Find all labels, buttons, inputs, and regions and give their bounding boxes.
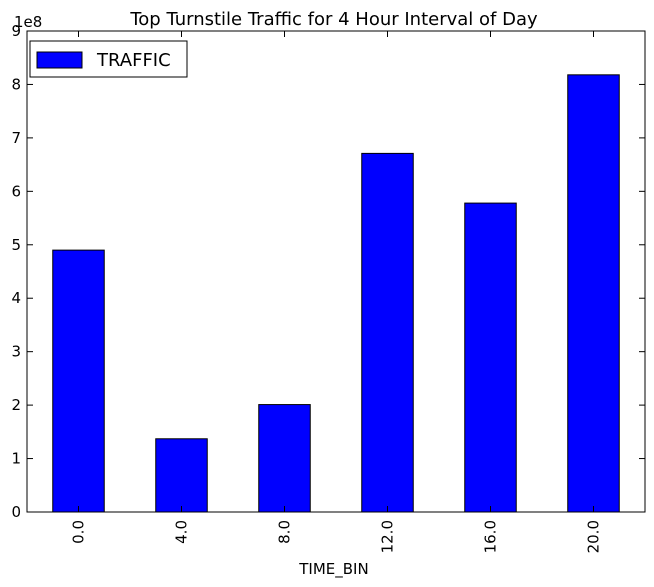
bar-16.0	[464, 202, 517, 513]
bar-12.0	[361, 152, 414, 513]
x-tick-label: 16.0	[482, 520, 500, 553]
bars-group	[52, 74, 620, 513]
y-tick-label: 4	[11, 289, 21, 307]
chart-title: Top Turnstile Traffic for 4 Hour Interva…	[129, 9, 538, 30]
x-tick-label: 4.0	[173, 520, 191, 544]
y-tick-label: 0	[11, 503, 21, 521]
legend: TRAFFIC	[29, 40, 188, 78]
x-axis-label: TIME_BIN	[298, 560, 368, 579]
y-tick-label: 2	[11, 396, 21, 414]
y-tick-label: 5	[11, 236, 21, 254]
y-axis-offset-label: 1e8	[14, 13, 42, 31]
plot-area	[26, 30, 646, 513]
x-tick-label: 8.0	[276, 520, 294, 544]
x-tick-label: 0.0	[70, 520, 88, 544]
y-axis: 0 1 2 3 4 5 6 7 8 9	[11, 22, 645, 521]
legend-label-traffic: TRAFFIC	[96, 50, 171, 71]
x-tick-label: 20.0	[585, 520, 603, 553]
x-axis: 0.0 4.0 8.0 12.0 16.0 20.0	[70, 31, 603, 553]
y-tick-label: 1	[11, 450, 21, 468]
x-tick-label: 12.0	[379, 520, 397, 553]
y-tick-label: 7	[11, 129, 21, 147]
legend-box	[29, 40, 188, 78]
bar-20.0	[567, 74, 620, 513]
y-tick-label: 6	[11, 182, 21, 200]
y-tick-label: 8	[11, 75, 21, 93]
bar-4.0	[155, 438, 208, 513]
legend-swatch-traffic	[36, 51, 83, 69]
y-tick-label: 3	[11, 343, 21, 361]
bar-8.0	[258, 404, 311, 513]
bar-0.0	[52, 249, 105, 513]
y-tick-label: 9	[11, 22, 21, 40]
